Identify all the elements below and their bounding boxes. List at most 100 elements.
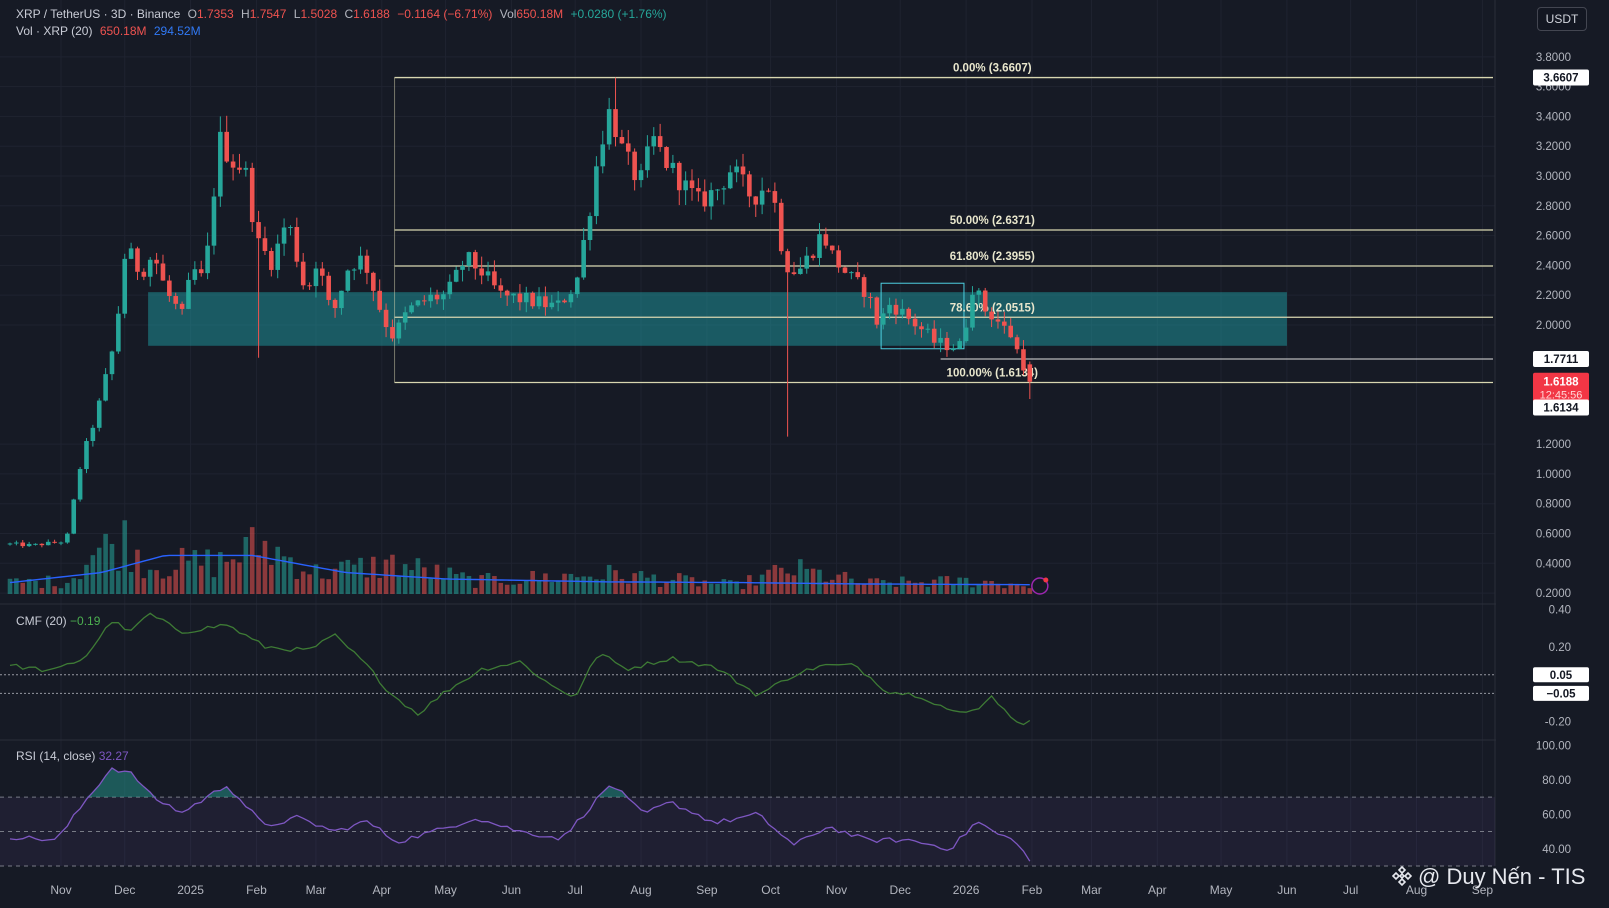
candle-body xyxy=(402,312,408,323)
candle-body xyxy=(517,293,523,303)
last-price-badge-bg xyxy=(1533,372,1589,403)
candle-body xyxy=(422,300,427,302)
volume-bar xyxy=(543,573,548,594)
support-zone xyxy=(148,292,1287,346)
candle-body xyxy=(371,272,376,291)
volume-bar xyxy=(842,571,848,594)
candle-body xyxy=(447,281,453,295)
volume-bar xyxy=(485,572,491,594)
volume-bar xyxy=(434,564,440,594)
rsi-tick-label: 40.00 xyxy=(1542,844,1571,856)
candle-body xyxy=(160,263,166,281)
candle-body xyxy=(957,341,963,349)
candle-body xyxy=(919,326,924,330)
volume-bar xyxy=(173,569,179,594)
candle-body xyxy=(58,542,64,544)
candle-body xyxy=(409,305,414,313)
volume-bar xyxy=(198,565,204,594)
volume-bar xyxy=(938,576,943,594)
candle-body xyxy=(868,296,873,298)
candle-body xyxy=(26,543,32,547)
volume-bar xyxy=(396,576,402,594)
candle-body xyxy=(587,216,593,241)
candle-body xyxy=(479,268,484,276)
volume-bar xyxy=(71,578,77,594)
volume-bar xyxy=(39,587,45,594)
volume-bar xyxy=(708,583,714,594)
volume-bar xyxy=(772,564,778,594)
volume-bar xyxy=(587,576,593,594)
time-tick-label: Jul xyxy=(1343,883,1358,897)
candle-body xyxy=(396,322,402,339)
volume-bar xyxy=(52,586,57,594)
candle-body xyxy=(594,166,599,217)
time-tick-label: Aug xyxy=(630,883,651,897)
price-badge: 1.6134 xyxy=(1543,403,1579,415)
candle-body xyxy=(460,265,465,270)
candle-body xyxy=(798,268,803,275)
header-legend: XRP / TetherUS · 3D · Binance O1.7353 H1… xyxy=(16,7,667,21)
candle-body xyxy=(849,272,854,274)
volume-bar xyxy=(651,574,657,594)
candle-body xyxy=(951,348,956,351)
volume-bar xyxy=(109,543,115,594)
time-tick-label: May xyxy=(1210,883,1233,897)
volume-bar xyxy=(823,581,829,594)
candles xyxy=(7,77,1049,595)
cmf-label: CMF (20) xyxy=(16,614,67,628)
volume-bar xyxy=(517,583,523,594)
volume-bar xyxy=(256,555,261,594)
candle-body xyxy=(205,245,210,274)
volume-bar xyxy=(20,582,26,594)
price-badge-bg xyxy=(1533,69,1589,86)
candle-body xyxy=(84,441,89,470)
candle-body xyxy=(1027,364,1033,382)
candle-body xyxy=(77,469,83,500)
cmf-line xyxy=(9,612,1031,726)
candle-body xyxy=(836,250,841,268)
candle-body xyxy=(721,188,727,190)
rsi-value: 32.27 xyxy=(98,749,129,763)
volume-bar xyxy=(269,564,274,594)
candle-body xyxy=(364,255,370,273)
volume-bar xyxy=(976,584,982,594)
cmf-level-badge: 0.05 xyxy=(1550,670,1573,682)
price-tick-label: 2.2000 xyxy=(1536,290,1571,302)
time-tick-label: 2025 xyxy=(177,883,204,897)
candle-body xyxy=(912,318,918,327)
candle-body xyxy=(740,166,746,175)
candle-body xyxy=(645,146,650,171)
candle-body xyxy=(281,227,287,244)
volume-bar xyxy=(727,580,733,594)
volume-bar xyxy=(77,579,83,594)
volume-bar xyxy=(428,578,433,594)
candle-body xyxy=(511,293,516,296)
volume-bar xyxy=(912,582,918,594)
volume-bar xyxy=(262,540,268,594)
volume-bar xyxy=(345,559,351,594)
candle-body xyxy=(753,196,759,205)
candle-body xyxy=(772,191,778,203)
volume-bar xyxy=(855,583,861,594)
candle-body xyxy=(332,299,338,309)
volume-bar xyxy=(759,574,765,594)
volume-bar xyxy=(1002,588,1007,594)
candle-body xyxy=(473,252,478,269)
currency-unit-button[interactable]: USDT xyxy=(1537,7,1587,31)
candle-body xyxy=(651,136,657,147)
volume-bar xyxy=(791,575,797,594)
candle-body xyxy=(294,227,300,262)
candle-body xyxy=(186,279,191,309)
candle-body xyxy=(842,267,848,273)
volume-bar xyxy=(778,567,784,594)
candle-body xyxy=(976,290,982,295)
candle-body xyxy=(549,302,555,308)
time-tick-label: Jul xyxy=(567,883,582,897)
volume-bar xyxy=(230,559,236,594)
volume-bar xyxy=(160,578,166,594)
candle-body xyxy=(313,268,319,287)
candle-body xyxy=(7,543,13,545)
volume-bar xyxy=(422,567,427,594)
